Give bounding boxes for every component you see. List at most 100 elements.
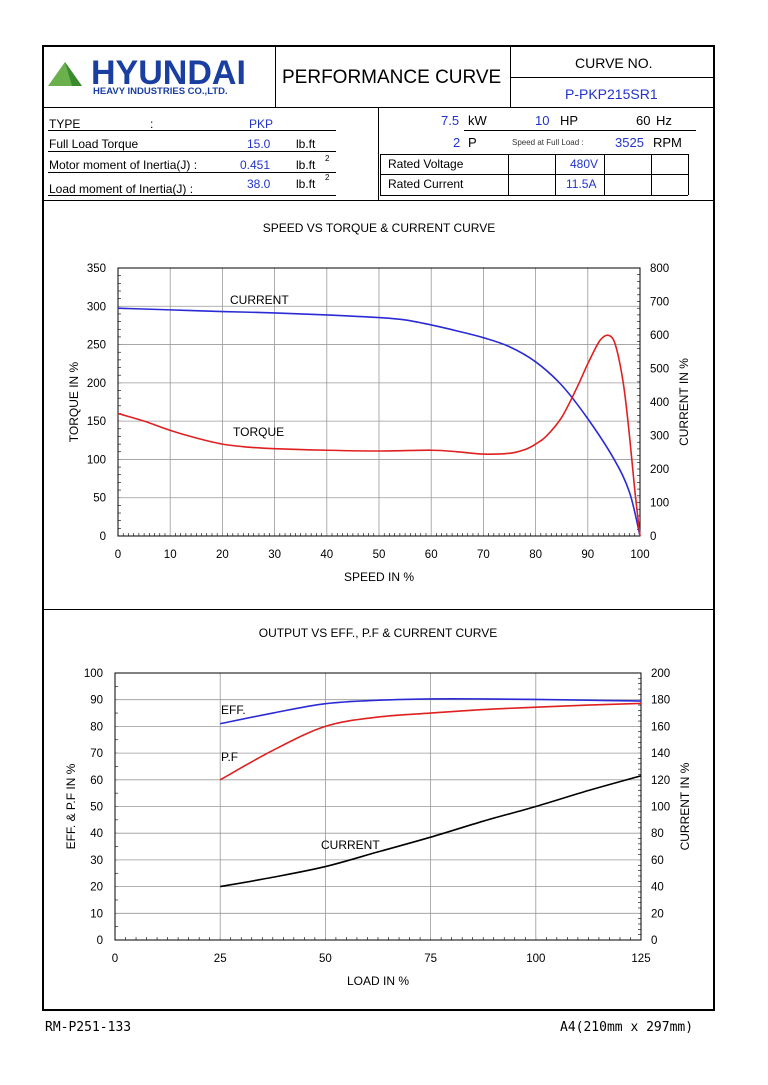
- x-tick-label: 10: [164, 549, 177, 561]
- motor-inertia-label: Motor moment of Inertia(J) :: [49, 158, 198, 172]
- y-tick-label: 0: [97, 935, 103, 947]
- x-tick-label: 60: [425, 549, 438, 561]
- x-tick-label: 50: [319, 953, 332, 965]
- y-tick-label: 70: [90, 748, 103, 760]
- y-axis-label: EFF. & P.F IN %: [64, 763, 78, 849]
- rated-table-col: [380, 154, 381, 195]
- y-tick-label: 50: [93, 493, 106, 505]
- rated-table-top: [380, 154, 688, 155]
- rated-table-col: [688, 154, 689, 195]
- full-load-torque-value: 15.0: [247, 137, 271, 151]
- full-load-torque-label: Full Load Torque: [49, 137, 139, 151]
- company-sub-text: HEAVY INDUSTRIES CO.,LTD.: [93, 86, 228, 97]
- y-tick-label: 30: [90, 855, 103, 867]
- motor-inertia-unit: lb.ft: [296, 158, 316, 172]
- plot-frame: [117, 267, 641, 537]
- x-tick-label: 0: [112, 953, 118, 965]
- series-label-torque: TORQUE: [233, 425, 284, 439]
- x-tick-label: 125: [631, 953, 650, 965]
- y2-tick-label: 100: [650, 498, 669, 510]
- y2-tick-label: 120: [651, 775, 670, 787]
- x-axis-label: SPEED IN %: [344, 570, 414, 584]
- y2-tick-label: 60: [651, 855, 664, 867]
- curve-no-divider: [510, 77, 715, 78]
- rated-voltage-value: 480V: [570, 157, 599, 171]
- y-tick-label: 50: [90, 802, 103, 814]
- y2-tick-label: 800: [650, 263, 669, 275]
- full-load-torque-unit: lb.ft: [296, 137, 316, 151]
- x-tick-label: 100: [526, 953, 545, 965]
- rated-table-col: [604, 154, 605, 195]
- x-tick-label: 75: [424, 953, 437, 965]
- y2-tick-label: 200: [650, 464, 669, 476]
- chart-title: OUTPUT VS EFF., P.F & CURRENT CURVE: [259, 626, 498, 640]
- chart-title: SPEED VS TORQUE & CURRENT CURVE: [263, 221, 496, 235]
- curve-no-value: P-PKP215SR1: [565, 86, 658, 102]
- header-divider-v2: [510, 45, 511, 107]
- spec-underline: [48, 130, 336, 131]
- x-tick-label: 40: [320, 549, 333, 561]
- y-tick-label: 100: [87, 454, 106, 466]
- spec-underline: [464, 130, 696, 131]
- load-inertia-sup: 2: [325, 173, 330, 182]
- y2-tick-label: 600: [650, 330, 669, 342]
- spec-underline: [48, 172, 336, 173]
- footer-doc-code: RM-P251-133: [45, 1020, 132, 1035]
- y-tick-label: 350: [87, 263, 106, 275]
- y2-tick-label: 20: [651, 908, 664, 920]
- hyundai-logo-icon: [48, 62, 82, 86]
- rated-table-bottom: [380, 195, 688, 196]
- rpm-value: 3525: [615, 135, 644, 150]
- load-inertia-unit: lb.ft: [296, 177, 316, 191]
- y2-tick-label: 0: [651, 935, 657, 947]
- y-tick-label: 60: [90, 775, 103, 787]
- plot-frame: [114, 672, 642, 941]
- series-line-current: [220, 775, 642, 888]
- poles-unit: P: [468, 135, 477, 150]
- y-tick-label: 0: [100, 531, 106, 543]
- kw-unit: kW: [468, 113, 487, 128]
- y-tick-label: 10: [90, 908, 103, 920]
- y-tick-label: 40: [90, 828, 103, 840]
- y-axis-label: TORQUE IN %: [67, 361, 81, 442]
- y-tick-label: 80: [90, 721, 103, 733]
- datasheet-frame: [42, 45, 715, 1011]
- hz-value: 60: [636, 113, 651, 128]
- y2-tick-label: 200: [651, 668, 670, 680]
- chart-section-divider: [42, 609, 715, 610]
- motor-inertia-value: 0.451: [240, 158, 271, 172]
- series-line-torque: [117, 334, 641, 537]
- y-tick-label: 150: [87, 416, 106, 428]
- y2-axis-label: CURRENT IN %: [678, 762, 692, 850]
- hz-unit: Hz: [656, 113, 672, 128]
- header-divider-v1: [275, 45, 276, 107]
- series-label-current: CURRENT: [230, 293, 289, 307]
- output-eff-chart: OUTPUT VS EFF., P.F & CURRENT CURVE 0 25 50…: [64, 626, 692, 988]
- x-tick-label: 20: [216, 549, 229, 561]
- x-tick-label: 30: [268, 549, 281, 561]
- y2-tick-label: 0: [650, 531, 656, 543]
- load-inertia-value: 38.0: [247, 177, 271, 191]
- curve-no-label: CURVE NO.: [575, 55, 653, 71]
- footer-paper-size: A4(210mm x 297mm): [560, 1020, 694, 1035]
- rated-table-col: [651, 154, 652, 195]
- x-tick-label: 80: [529, 549, 542, 561]
- x-tick-label: 70: [477, 549, 490, 561]
- y2-tick-label: 80: [651, 828, 664, 840]
- speed-label: Speed at Full Load :: [512, 138, 584, 147]
- y-tick-label: 90: [90, 695, 103, 707]
- y2-tick-label: 500: [650, 364, 669, 376]
- y2-tick-label: 40: [651, 882, 664, 894]
- y2-tick-label: 300: [650, 431, 669, 443]
- y2-tick-label: 140: [651, 748, 670, 760]
- y2-tick-label: 700: [650, 297, 669, 309]
- x-tick-label: 0: [115, 549, 121, 561]
- load-inertia-label: Load moment of Inertia(J) :: [49, 182, 194, 196]
- y-tick-label: 250: [87, 340, 106, 352]
- x-axis-label: LOAD IN %: [347, 974, 409, 988]
- type-label: TYPE: [49, 117, 81, 131]
- series-line-current: [117, 307, 641, 537]
- spec-underline: [48, 195, 336, 196]
- y-tick-label: 300: [87, 301, 106, 313]
- y2-tick-label: 100: [651, 802, 670, 814]
